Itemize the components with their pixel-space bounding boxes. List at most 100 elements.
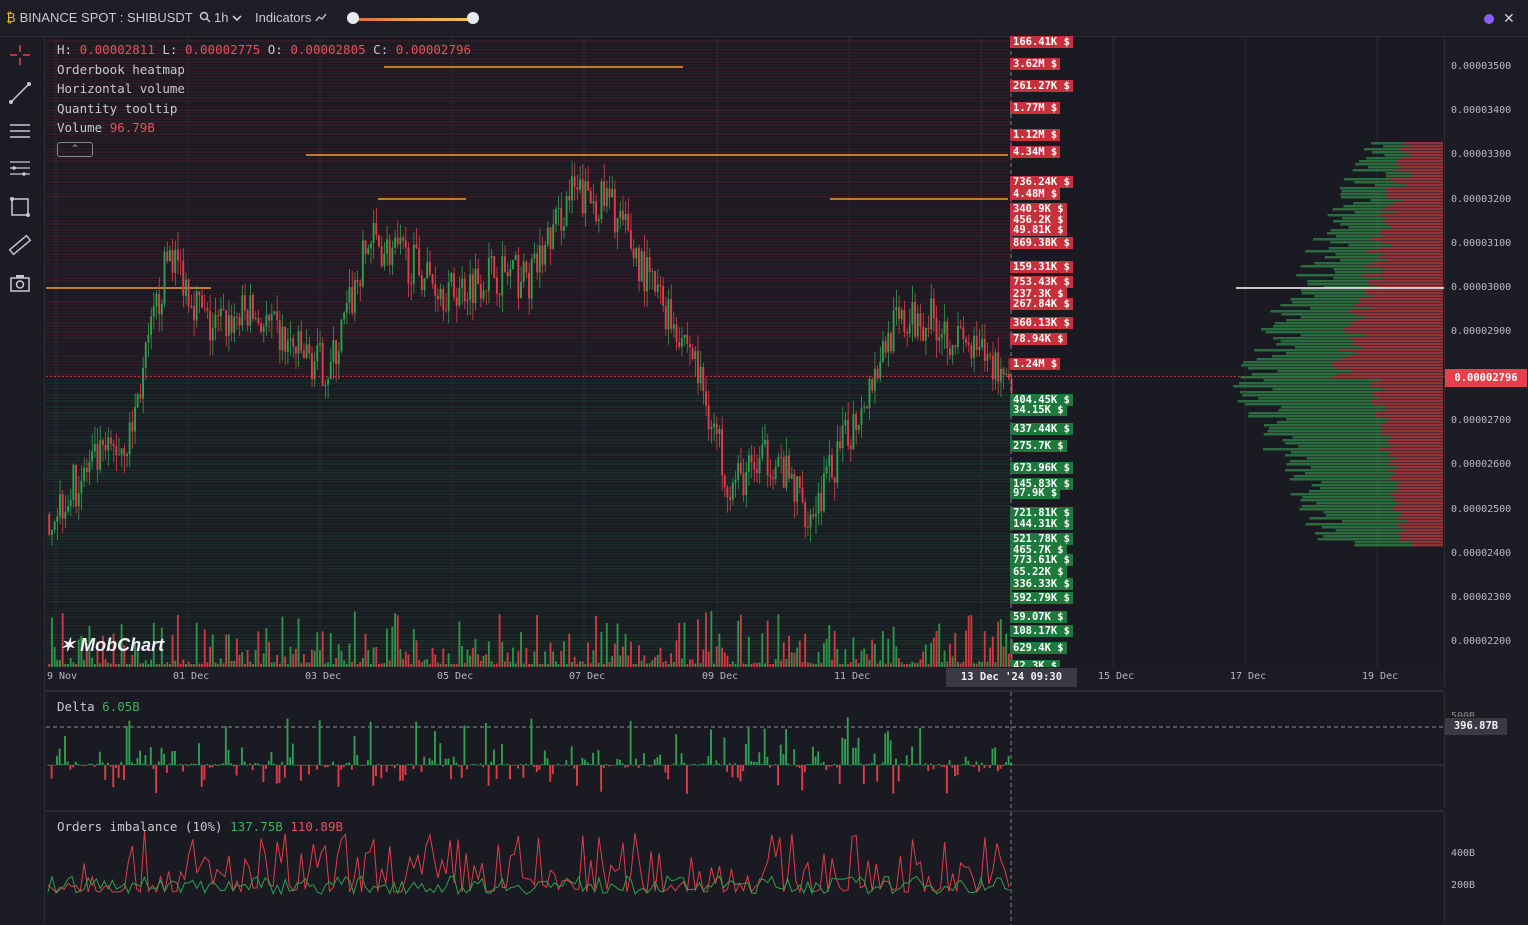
legend-collapse-button[interactable]: ^: [57, 142, 93, 157]
volume-profile-ask: [1411, 172, 1443, 175]
indicators-button[interactable]: Indicators: [255, 10, 327, 25]
candle-body: [369, 242, 372, 249]
symbol-selector[interactable]: ₿ BINANCE SPOT : SHIBUSDT: [6, 10, 211, 25]
volume-bar: [235, 638, 238, 667]
volume-bar: [152, 622, 155, 667]
volume-bar: [814, 663, 817, 667]
delta-bar: [533, 765, 536, 768]
candle-body: [134, 407, 136, 432]
slider-handle-left[interactable]: [347, 12, 359, 24]
heatmap-band: [46, 91, 1011, 93]
delta-bar: [685, 765, 688, 794]
volume-profile-ask: [1378, 397, 1443, 400]
volume-profile-ask: [1382, 427, 1443, 430]
candle-body: [865, 407, 868, 409]
volume-bar: [699, 663, 702, 667]
volume-bar: [123, 645, 126, 667]
delta-pane[interactable]: [46, 690, 1444, 810]
time-axis[interactable]: 9 Nov 01 Dec 03 Dec 05 Dec 07 Dec 09 Dec…: [46, 667, 1444, 689]
imbalance-axis[interactable]: 400B 200B: [1444, 812, 1528, 923]
volume-profile-ask: [1368, 283, 1443, 286]
search-icon[interactable]: [199, 11, 211, 23]
candle-body: [337, 351, 340, 365]
volume-profile-ask: [1396, 490, 1443, 493]
legend-volume[interactable]: Volume 96.79B: [57, 120, 155, 135]
delta-bar: [216, 765, 219, 767]
volume-profile-ask: [1360, 301, 1443, 304]
candle-body: [533, 253, 536, 259]
legend-horizontal-volume[interactable]: Horizontal volume: [57, 81, 185, 96]
volume-bar: [959, 663, 962, 667]
volume-profile-ask: [1381, 229, 1443, 232]
theme-dot-icon[interactable]: [1484, 14, 1494, 24]
volume-bar: [469, 655, 472, 667]
candle-body: [436, 295, 439, 300]
candle-body: [868, 379, 871, 409]
horizontal-lines-icon[interactable]: [8, 119, 32, 143]
volume-profile-bid: [1289, 460, 1443, 463]
volume-bar: [378, 663, 380, 667]
volume-profile-bid: [1293, 475, 1443, 478]
heatmap-band: [46, 94, 1011, 96]
volume-bar: [656, 654, 659, 667]
candle-body: [378, 234, 380, 247]
delta-bar: [750, 761, 753, 765]
bid-level-label: 34.15K $: [1010, 404, 1067, 416]
delta-bar: [728, 763, 731, 765]
volume-profile-ask: [1368, 280, 1443, 283]
candle-body: [970, 345, 973, 359]
volume-bar: [587, 642, 589, 667]
candle-body: [265, 315, 268, 327]
candle-body: [434, 283, 437, 296]
volume-profile-bid: [1272, 388, 1443, 391]
price-axis[interactable]: 0.00003500 0.00003400 0.00003300 0.00003…: [1444, 37, 1528, 687]
heatmap-band: [46, 637, 1011, 639]
delta-axis[interactable]: 500B: [1444, 692, 1528, 808]
volume-profile-ask: [1384, 235, 1443, 238]
heatmap-band: [46, 433, 1011, 435]
candle-body: [549, 227, 552, 249]
volume-profile-ask: [1380, 433, 1443, 436]
opacity-slider[interactable]: [352, 18, 474, 21]
fib-levels-icon[interactable]: [8, 157, 32, 181]
price-tick: 0.00002700: [1451, 415, 1512, 426]
candle-body: [219, 308, 222, 317]
delta-bar: [439, 743, 442, 765]
delta-bar: [825, 765, 828, 771]
slider-handle-right[interactable]: [467, 12, 479, 24]
crosshair-icon[interactable]: [8, 43, 32, 67]
candle-body: [372, 222, 375, 243]
heatmap-band: [46, 79, 1011, 81]
heatmap-band: [46, 214, 1011, 216]
ask-level-label: 753.43K $: [1010, 276, 1073, 288]
volume-profile-ask: [1340, 358, 1443, 361]
candle-body: [235, 316, 238, 318]
heatmap-band: [46, 484, 1011, 486]
ruler-icon[interactable]: [8, 233, 32, 257]
volume-bar: [865, 654, 868, 667]
close-icon[interactable]: ✕: [1503, 10, 1515, 26]
delta-bar: [195, 763, 198, 765]
legend-orderbook-heatmap[interactable]: Orderbook heatmap: [57, 62, 185, 77]
timeframe-selector[interactable]: 1h: [214, 10, 242, 25]
heatmap-band: [46, 421, 1011, 423]
orders-imbalance-pane[interactable]: [46, 810, 1444, 925]
volume-bar: [361, 657, 364, 667]
delta-bar: [377, 763, 380, 765]
heatmap-band: [46, 538, 1011, 540]
candle-body: [721, 429, 723, 476]
delta-bar: [241, 747, 243, 765]
delta-bar: [514, 765, 517, 766]
volume-profile-bid: [1285, 442, 1443, 445]
price-chart[interactable]: [46, 37, 1444, 667]
legend-quantity-tooltip[interactable]: Quantity tooltip: [57, 101, 178, 116]
heatmap-band: [46, 268, 1011, 270]
camera-icon[interactable]: [8, 271, 32, 295]
candlestick-chart[interactable]: [46, 37, 1444, 667]
volume-bar: [134, 642, 136, 667]
candle-body: [688, 343, 691, 348]
volume-bar: [83, 660, 86, 667]
rectangle-icon[interactable]: [8, 195, 32, 219]
trendline-icon[interactable]: [8, 81, 32, 105]
heatmap-band: [46, 205, 1011, 207]
